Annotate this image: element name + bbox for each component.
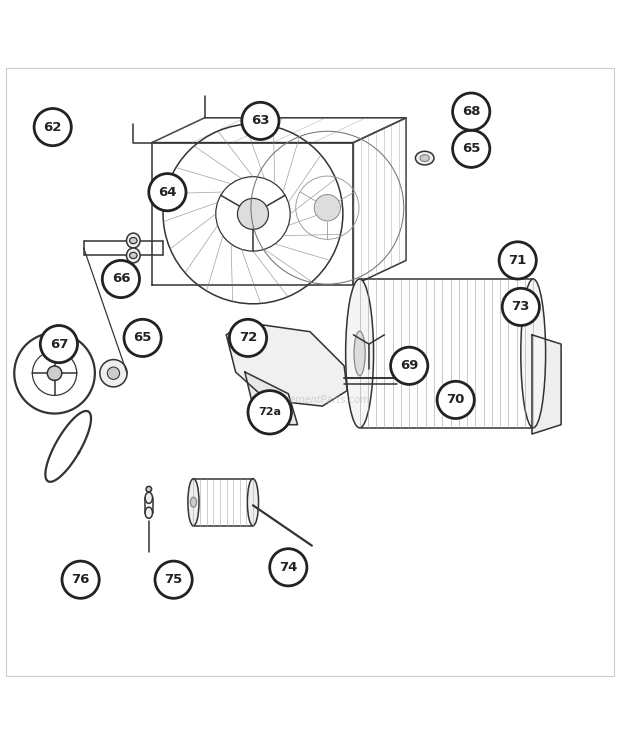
Ellipse shape bbox=[126, 233, 140, 248]
Text: 72a: 72a bbox=[258, 407, 281, 417]
Circle shape bbox=[100, 359, 127, 387]
Circle shape bbox=[248, 391, 291, 434]
Circle shape bbox=[437, 381, 474, 418]
Text: 65: 65 bbox=[462, 142, 480, 155]
Polygon shape bbox=[245, 372, 298, 425]
Text: 62: 62 bbox=[43, 121, 62, 134]
Circle shape bbox=[242, 102, 279, 139]
Text: 68: 68 bbox=[462, 105, 480, 118]
Circle shape bbox=[237, 199, 268, 229]
Text: 71: 71 bbox=[508, 254, 527, 267]
Circle shape bbox=[229, 319, 267, 356]
Circle shape bbox=[155, 561, 192, 598]
Text: 70: 70 bbox=[446, 394, 465, 406]
Circle shape bbox=[499, 242, 536, 279]
Circle shape bbox=[314, 194, 340, 221]
Text: 69: 69 bbox=[400, 359, 419, 372]
Ellipse shape bbox=[354, 331, 365, 376]
Circle shape bbox=[453, 130, 490, 167]
Circle shape bbox=[124, 319, 161, 356]
Ellipse shape bbox=[145, 507, 153, 519]
Text: 65: 65 bbox=[133, 331, 152, 344]
Ellipse shape bbox=[126, 248, 140, 263]
Circle shape bbox=[34, 109, 71, 146]
Polygon shape bbox=[532, 335, 561, 434]
Ellipse shape bbox=[346, 279, 373, 428]
Text: 76: 76 bbox=[71, 573, 90, 586]
Circle shape bbox=[270, 549, 307, 586]
Ellipse shape bbox=[130, 252, 137, 259]
Circle shape bbox=[502, 288, 539, 326]
Circle shape bbox=[102, 260, 140, 298]
Circle shape bbox=[391, 347, 428, 385]
Polygon shape bbox=[226, 322, 347, 406]
Text: 67: 67 bbox=[50, 338, 68, 350]
Text: 72: 72 bbox=[239, 331, 257, 344]
Text: 74: 74 bbox=[279, 561, 298, 574]
Text: 75: 75 bbox=[164, 573, 183, 586]
Text: 63: 63 bbox=[251, 115, 270, 127]
Circle shape bbox=[47, 366, 62, 380]
Circle shape bbox=[107, 367, 120, 379]
Circle shape bbox=[40, 325, 78, 363]
Text: 64: 64 bbox=[158, 186, 177, 199]
Ellipse shape bbox=[146, 487, 151, 492]
Ellipse shape bbox=[188, 478, 199, 526]
Circle shape bbox=[149, 173, 186, 211]
Text: 66: 66 bbox=[112, 272, 130, 286]
Ellipse shape bbox=[145, 493, 153, 504]
Ellipse shape bbox=[420, 155, 429, 161]
Text: 73: 73 bbox=[512, 301, 530, 313]
Ellipse shape bbox=[521, 279, 546, 428]
Circle shape bbox=[453, 93, 490, 130]
Ellipse shape bbox=[190, 497, 197, 507]
Ellipse shape bbox=[130, 237, 137, 244]
Ellipse shape bbox=[415, 151, 434, 165]
Ellipse shape bbox=[247, 478, 259, 526]
Circle shape bbox=[62, 561, 99, 598]
Text: eReplacementParts.com: eReplacementParts.com bbox=[250, 395, 370, 405]
